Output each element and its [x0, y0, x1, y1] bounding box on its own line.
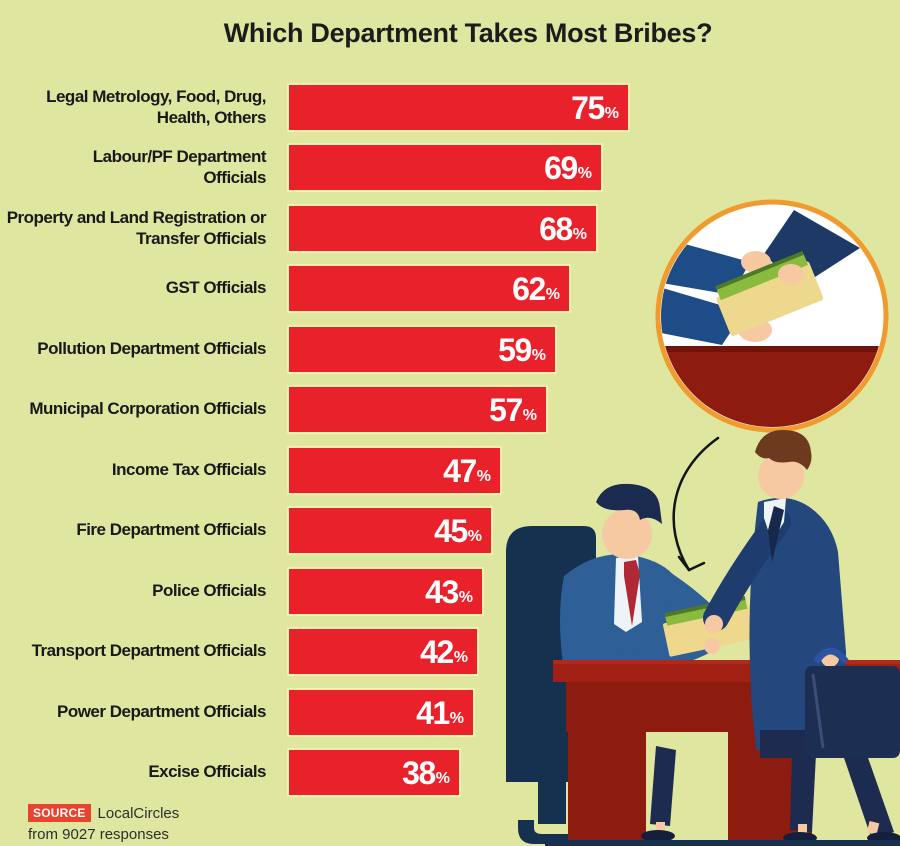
- value-label: 69%: [544, 149, 592, 186]
- bar-row: Income Tax Officials 47%: [0, 446, 502, 495]
- bar-row: Transport Department Officials 42%: [0, 627, 479, 676]
- category-label: Pollution Department Officials: [37, 339, 266, 359]
- bar: 57%: [287, 385, 548, 434]
- bar: 41%: [287, 688, 475, 737]
- bar: 59%: [287, 325, 557, 374]
- bar-row: Labour/PF Department Officials 69%: [0, 143, 603, 192]
- category-label: GST Officials: [165, 278, 267, 298]
- value-label: 41%: [416, 694, 464, 731]
- value-label: 47%: [443, 452, 491, 489]
- value-label: 45%: [434, 512, 482, 549]
- category-label: Municipal Corporation Officials: [29, 399, 266, 419]
- page-title: Which Department Takes Most Bribes?: [223, 18, 713, 48]
- category-label: Excise Officials: [148, 762, 266, 782]
- value-label: 75%: [571, 89, 619, 126]
- bar: 75%: [287, 83, 630, 132]
- bar-row: Pollution Department Officials 59%: [0, 325, 557, 374]
- bar: 43%: [287, 567, 484, 616]
- category-label: Fire Department Officials: [76, 520, 266, 540]
- value-label: 43%: [425, 573, 473, 610]
- bar-row: Property and Land Registration or Transf…: [0, 204, 598, 253]
- value-label: 42%: [420, 633, 468, 670]
- category-label: Transport Department Officials: [31, 641, 267, 661]
- bar: 69%: [287, 143, 603, 192]
- bar: 68%: [287, 204, 598, 253]
- bar-row: Power Department Officials 41%: [0, 688, 475, 737]
- bar: 42%: [287, 627, 479, 676]
- bar-row: Municipal Corporation Officials 57%: [0, 385, 548, 434]
- category-label: Income Tax Officials: [111, 460, 267, 480]
- bar: 45%: [287, 506, 493, 555]
- bar: 62%: [287, 264, 571, 313]
- value-label: 57%: [489, 391, 537, 428]
- bar-row: Fire Department Officials 45%: [0, 506, 493, 555]
- value-label: 68%: [539, 210, 587, 247]
- bar-row: GST Officials 62%: [0, 264, 571, 313]
- category-label: Police Officials: [152, 581, 266, 601]
- source-block: SOURCE LocalCircles from 9027 responses: [28, 804, 179, 843]
- category-label: Property and Land Registration or Transf…: [6, 208, 267, 248]
- category-label: Legal Metrology, Food, Drug, Health, Oth…: [46, 87, 266, 127]
- value-label: 38%: [402, 754, 450, 791]
- bar-row: Legal Metrology, Food, Drug, Health, Oth…: [0, 83, 630, 132]
- source-note: from 9027 responses: [28, 826, 169, 843]
- value-label: 62%: [512, 270, 560, 307]
- category-label: Power Department Officials: [56, 702, 267, 722]
- source-name: LocalCircles: [97, 804, 180, 822]
- bar: 47%: [287, 446, 502, 495]
- bar-row: Police Officials 43%: [0, 567, 484, 616]
- category-label: Labour/PF Department Officials: [92, 147, 267, 187]
- source-badge: SOURCE: [28, 804, 91, 822]
- value-label: 59%: [498, 331, 546, 368]
- bar-row: Excise Officials 38%: [0, 748, 461, 797]
- bar: 38%: [287, 748, 461, 797]
